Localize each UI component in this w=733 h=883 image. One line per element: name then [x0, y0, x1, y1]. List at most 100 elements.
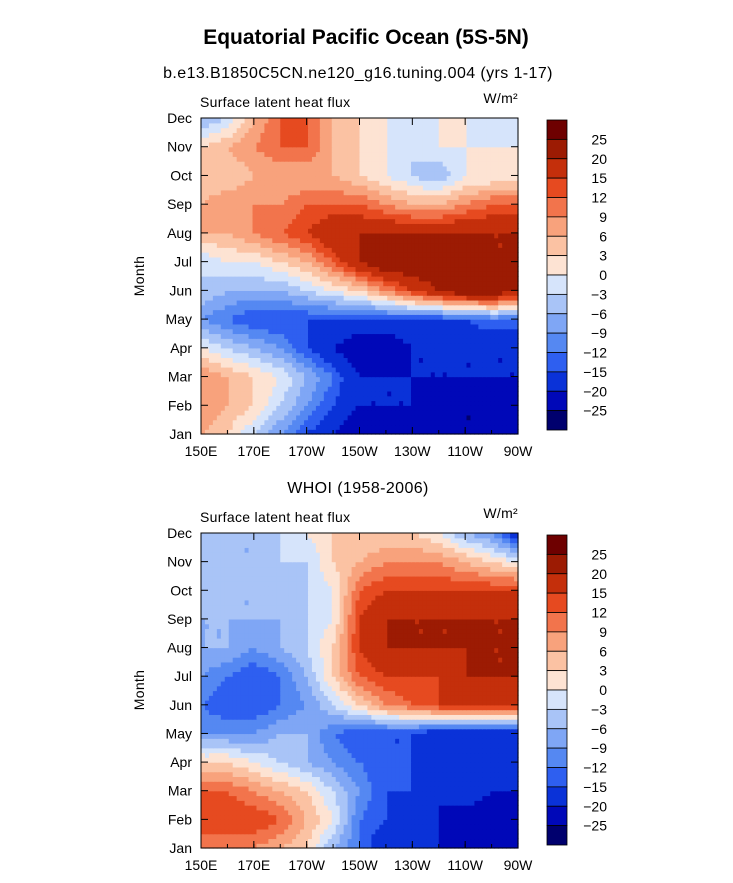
contour-cell — [454, 366, 460, 373]
contour-cell — [387, 362, 392, 368]
contour-cell — [228, 295, 234, 301]
contour-cell — [236, 419, 242, 426]
contour-cell — [379, 424, 384, 430]
contour-cell — [244, 175, 250, 181]
contour-cell — [422, 333, 428, 339]
contour-cell — [232, 237, 238, 244]
contour-cell — [379, 400, 384, 406]
contour-cell — [450, 299, 456, 306]
contour-cell — [339, 252, 345, 258]
contour-cell — [391, 180, 396, 186]
contour-cell — [426, 175, 432, 181]
contour-cell — [272, 189, 277, 196]
contour-cell — [220, 343, 226, 349]
contour-cell — [367, 429, 372, 435]
contour-cell — [327, 276, 333, 282]
contour-cell — [470, 285, 476, 291]
contour-cell — [280, 185, 285, 191]
contour-cell — [418, 252, 424, 258]
contour-cell — [438, 156, 444, 162]
contour-cell — [268, 285, 273, 291]
contour-cell — [418, 276, 424, 282]
contour-cell — [375, 180, 380, 186]
contour-cell — [252, 137, 258, 143]
contour-cell — [335, 189, 341, 196]
contour-cell — [454, 194, 460, 200]
contour-cell — [355, 247, 361, 253]
contour-cell — [426, 247, 432, 253]
contour-cell — [319, 285, 325, 291]
contour-cell — [300, 343, 305, 349]
contour-cell — [208, 247, 214, 253]
contour-cell — [466, 276, 472, 282]
contour-cell — [204, 429, 210, 435]
contour-cell — [331, 323, 337, 330]
contour-cell — [315, 170, 321, 177]
contour-cell — [343, 208, 349, 215]
contour-cell — [204, 295, 210, 301]
contour-cell — [268, 237, 273, 244]
contour-cell — [363, 232, 369, 239]
contour-cell — [387, 141, 392, 148]
contour-cell — [466, 295, 472, 301]
contour-cell — [248, 146, 254, 153]
contour-cell — [510, 189, 515, 196]
contour-cell — [414, 366, 420, 373]
contour-cell — [375, 295, 380, 301]
contour-cell — [311, 386, 317, 392]
contour-cell — [347, 323, 353, 330]
contour-cell — [292, 189, 297, 196]
contour-cell — [494, 271, 499, 277]
contour-cell — [359, 299, 365, 306]
contour-cell — [399, 309, 404, 315]
contour-cell — [240, 285, 246, 291]
contour-cell — [494, 256, 499, 263]
contour-cell — [434, 328, 440, 335]
contour-cell — [383, 151, 388, 157]
contour-cell — [379, 319, 384, 325]
contour-cell — [268, 194, 273, 200]
contour-cell — [268, 271, 273, 277]
contour-cell — [351, 165, 357, 172]
contour-cell — [323, 194, 329, 200]
contour-cell — [280, 343, 285, 349]
contour-cell — [490, 400, 495, 406]
contour-cell — [395, 414, 400, 421]
contour-cell — [478, 299, 483, 306]
contour-cell — [367, 228, 372, 234]
contour-cell — [379, 371, 384, 378]
contour-cell — [260, 252, 265, 258]
contour-cell — [244, 247, 250, 253]
contour-cell — [260, 343, 265, 349]
contour-cell — [450, 419, 456, 426]
contour-cell — [371, 381, 376, 387]
contour-cell — [375, 424, 380, 430]
contour-cell — [403, 170, 408, 177]
contour-cell — [208, 395, 214, 402]
contour-cell — [482, 218, 487, 224]
contour-cell — [307, 146, 313, 153]
contour-cell — [304, 386, 309, 392]
contour-cell — [327, 141, 333, 148]
contour-cell — [244, 141, 250, 148]
contour-cell — [434, 299, 440, 306]
contour-cell — [514, 352, 519, 358]
contour-cell — [300, 362, 305, 368]
contour-cell — [276, 271, 281, 277]
contour-cell — [458, 290, 464, 296]
contour-cell — [224, 247, 230, 253]
contour-cell — [359, 228, 365, 234]
contour-cell — [359, 410, 365, 416]
contour-cell — [454, 386, 460, 392]
contour-cell — [204, 237, 210, 244]
contour-cell — [343, 141, 349, 148]
contour-cell — [323, 266, 329, 272]
contour-cell — [414, 137, 420, 143]
contour-cell — [486, 414, 491, 421]
contour-cell — [399, 357, 404, 363]
contour-cell — [383, 237, 388, 244]
contour-cell — [391, 309, 396, 315]
contour-cell — [256, 185, 262, 191]
contour-cell — [502, 414, 507, 421]
contour-cell — [506, 194, 511, 200]
